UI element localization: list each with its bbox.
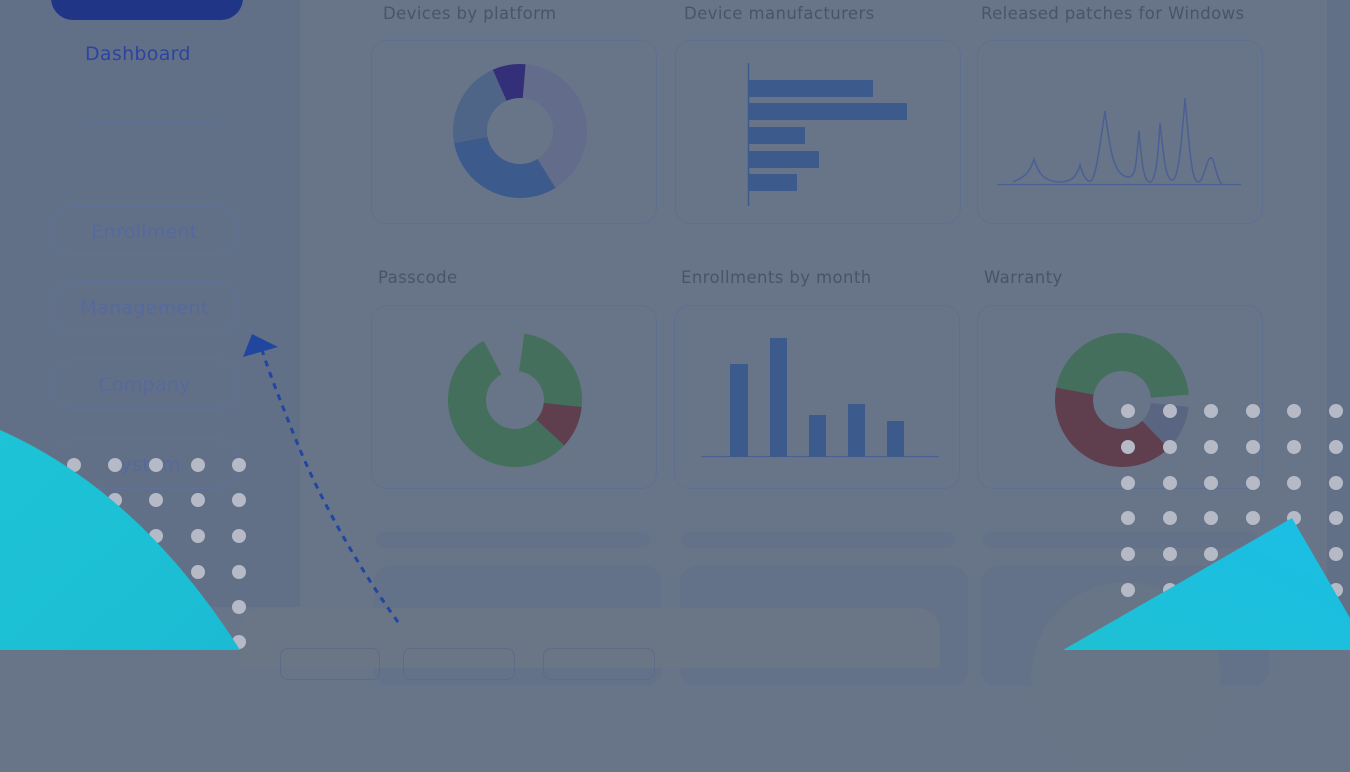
- sidebar-item-management[interactable]: Management: [49, 282, 240, 332]
- sidebar-item-company[interactable]: Company: [49, 359, 240, 409]
- donut-chart-platform: [453, 64, 587, 198]
- donut-chart-warranty: [1055, 333, 1189, 467]
- card-enrollments-by-month[interactable]: [674, 305, 960, 489]
- sidebar-item-enrollment[interactable]: Enrollment: [49, 206, 240, 256]
- card-title-released-patches: Released patches for Windows: [981, 4, 1245, 23]
- placeholder-card: [981, 566, 1269, 772]
- card-title-warranty: Warranty: [984, 268, 1063, 287]
- home-button[interactable]: Home: [51, 0, 243, 20]
- placeholder-tab: [543, 648, 655, 680]
- submenu-placeholder-line: [83, 91, 217, 92]
- donut-chart-passcode: [448, 333, 582, 467]
- card-warranty[interactable]: [977, 305, 1263, 489]
- card-device-manufacturers[interactable]: [675, 40, 961, 224]
- hbar-chart-manufacturers: [747, 63, 907, 206]
- card-passcode[interactable]: [371, 305, 657, 489]
- card-title-passcode: Passcode: [378, 268, 458, 287]
- placeholder-bar: [681, 532, 955, 548]
- placeholder-circle: [1031, 582, 1221, 772]
- placeholder-tab: [280, 648, 380, 680]
- placeholder-bar: [376, 532, 650, 548]
- sidebar-item-system[interactable]: System: [49, 439, 240, 489]
- foreground-panel: [240, 608, 940, 680]
- right-panel-edge: [1327, 0, 1350, 650]
- card-title-enrollments-by-month: Enrollments by month: [681, 268, 872, 287]
- card-devices-by-platform[interactable]: [371, 40, 657, 224]
- dashboard-link[interactable]: Dashboard: [85, 43, 191, 65]
- card-released-patches[interactable]: [977, 40, 1263, 224]
- submenu-placeholder-line: [83, 157, 217, 158]
- line-chart-patches: [997, 97, 1241, 186]
- card-title-devices-by-platform: Devices by platform: [383, 4, 557, 23]
- bar-chart-enrollments: [701, 338, 939, 458]
- sidebar: Home Dashboard Enrollment Management Com…: [0, 0, 300, 607]
- submenu-placeholder-line: [83, 122, 217, 123]
- placeholder-bar: [983, 532, 1257, 548]
- placeholder-tab: [403, 648, 515, 680]
- card-title-device-manufacturers: Device manufacturers: [684, 4, 875, 23]
